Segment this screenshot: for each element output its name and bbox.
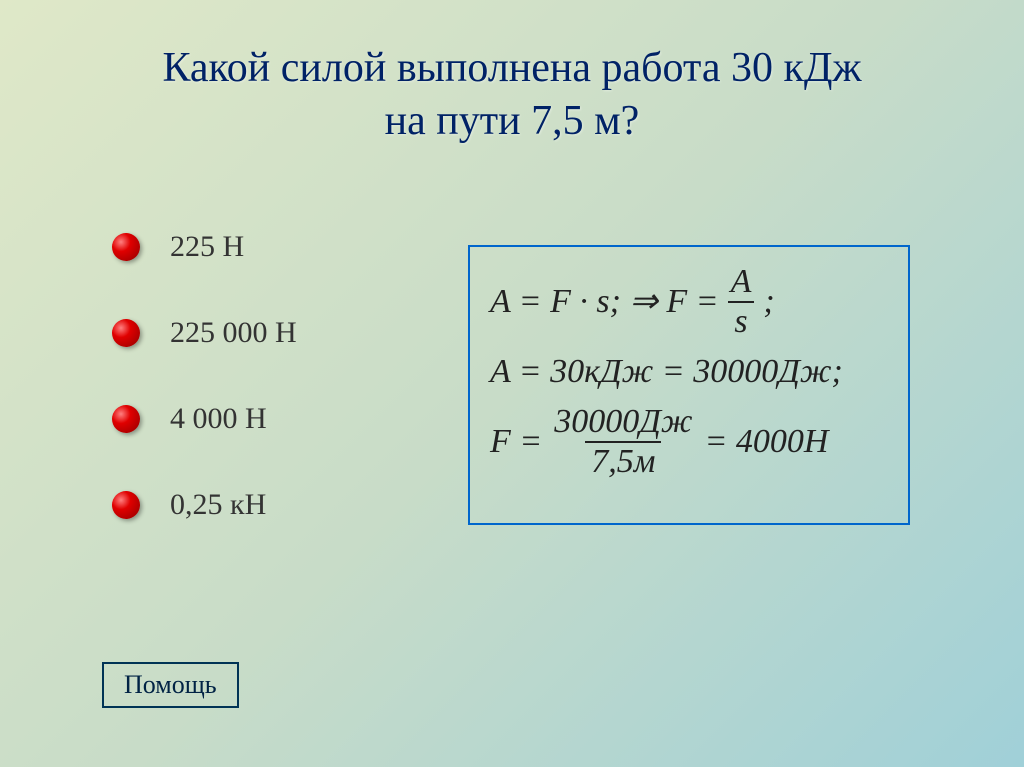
option-1[interactable]: 225 Н (112, 230, 297, 264)
option-3[interactable]: 4 000 Н (112, 402, 297, 436)
title-line-1: Какой силой выполнена работа 30 кДж (0, 42, 1024, 95)
solution-text: ; (763, 285, 774, 319)
option-label: 4 000 Н (170, 402, 267, 436)
fraction: A s (725, 265, 758, 339)
help-button-label: Помощь (124, 670, 217, 699)
option-label: 225 000 Н (170, 316, 297, 350)
solution-line-1: A = F · s; ⇒ F = A s ; (490, 265, 888, 339)
fraction-numerator: A (725, 265, 758, 301)
solution-text: A = 30кДж = 30000Дж; (490, 355, 843, 389)
fraction-denominator: 7,5м (585, 441, 661, 479)
solution-text: F = (490, 425, 542, 459)
option-label: 225 Н (170, 230, 244, 264)
option-4[interactable]: 0,25 кН (112, 488, 297, 522)
solution-line-2: A = 30кДж = 30000Дж; (490, 355, 888, 389)
answer-options: 225 Н 225 000 Н 4 000 Н 0,25 кН (112, 230, 297, 574)
fraction: 30000Дж 7,5м (548, 405, 698, 479)
solution-text: A = F · s; ⇒ F = (490, 285, 719, 319)
option-2[interactable]: 225 000 Н (112, 316, 297, 350)
question-title: Какой силой выполнена работа 30 кДж на п… (0, 0, 1024, 147)
radio-bullet-icon (112, 405, 140, 433)
solution-panel: A = F · s; ⇒ F = A s ; A = 30кДж = 30000… (468, 245, 910, 525)
radio-bullet-icon (112, 233, 140, 261)
radio-bullet-icon (112, 319, 140, 347)
solution-line-3: F = 30000Дж 7,5м = 4000Н (490, 405, 888, 479)
fraction-numerator: 30000Дж (548, 405, 698, 441)
radio-bullet-icon (112, 491, 140, 519)
fraction-denominator: s (728, 301, 753, 339)
option-label: 0,25 кН (170, 488, 266, 522)
help-button[interactable]: Помощь (102, 662, 239, 708)
title-line-2: на пути 7,5 м? (0, 95, 1024, 148)
solution-text: = 4000Н (704, 425, 828, 459)
